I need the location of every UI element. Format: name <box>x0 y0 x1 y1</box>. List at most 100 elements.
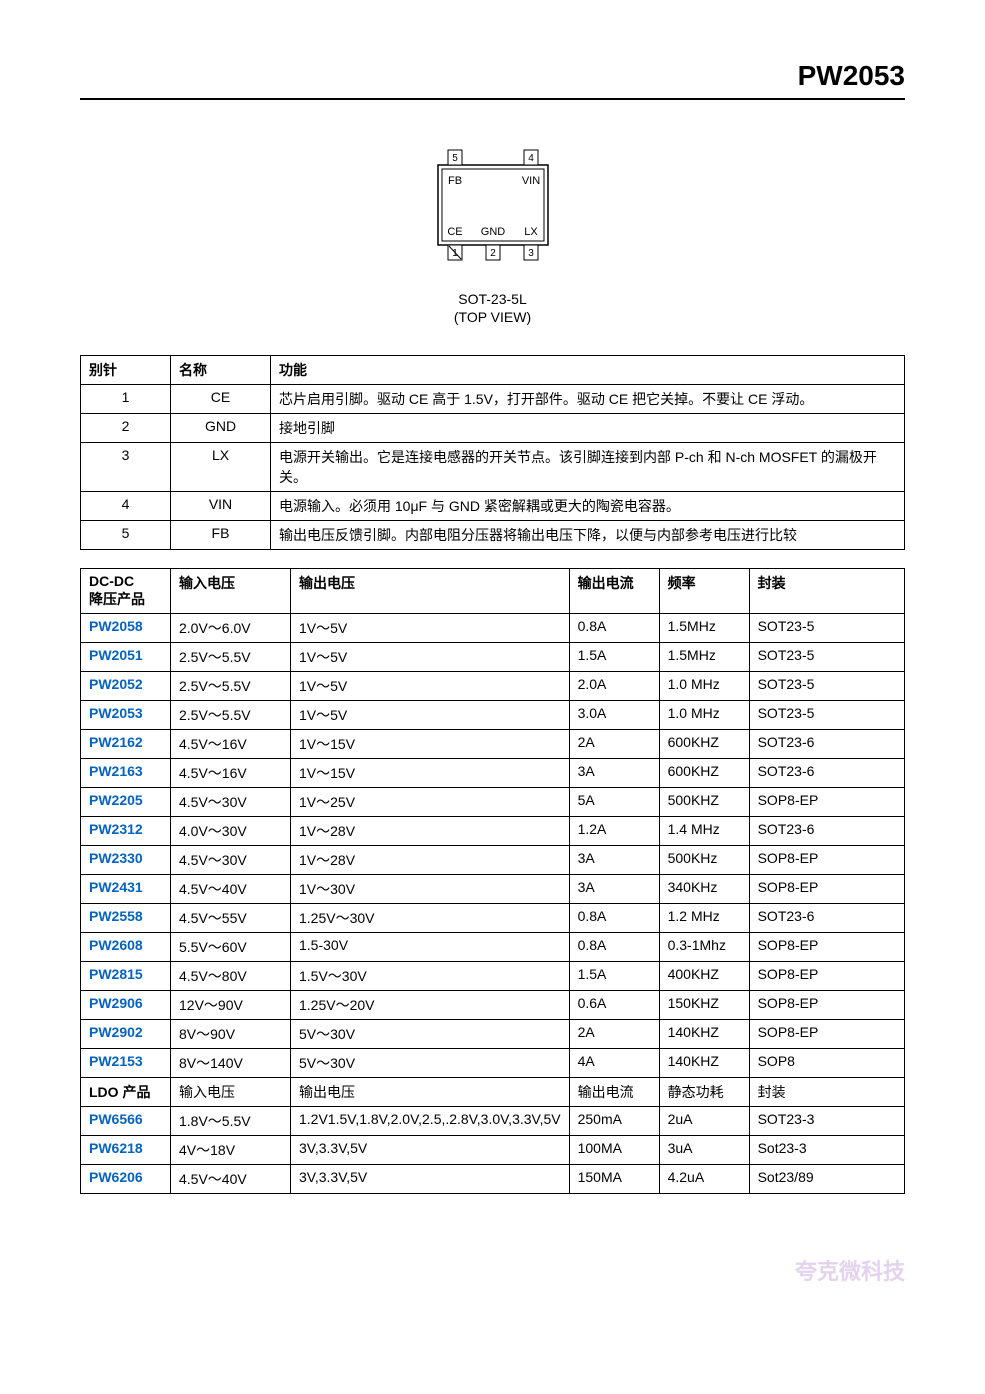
prod-cell: 3A <box>569 875 659 904</box>
prod-cell: 3V,3.3V,5V <box>291 1165 570 1194</box>
prod-cell: 1V～5V <box>291 701 570 730</box>
product-link[interactable]: PW2608 <box>81 933 171 962</box>
prod-cell: 500KHz <box>659 846 749 875</box>
prod-cell: 4.2uA <box>659 1165 749 1194</box>
prod-cell: 150KHZ <box>659 991 749 1020</box>
product-link[interactable]: PW2906 <box>81 991 171 1020</box>
table-row: 5 FB 输出电压反馈引脚。内部电阻分压器将输出电压下降，以便与内部参考电压进行… <box>81 521 905 550</box>
prod-cell: 1.5MHz <box>659 643 749 672</box>
product-link[interactable]: PW2052 <box>81 672 171 701</box>
product-link[interactable]: PW2902 <box>81 1020 171 1049</box>
prod-cell: 140KHZ <box>659 1020 749 1049</box>
prod-cell: SOT23-5 <box>749 614 904 643</box>
prod-th-category: DC-DC降压产品 <box>81 569 171 614</box>
table-row: PW20522.5V～5.5V1V～5V2.0A1.0 MHzSOT23-5 <box>81 672 905 701</box>
table-row: PW20512.5V～5.5V1V～5V1.5A1.5MHzSOT23-5 <box>81 643 905 672</box>
prod-cell: 3A <box>569 759 659 788</box>
prod-cell: 600KHZ <box>659 759 749 788</box>
prod-cell: 2.5V～5.5V <box>171 701 291 730</box>
prod-cell: 3uA <box>659 1136 749 1165</box>
table-row: PW26085.5V～60V1.5-30V0.8A0.3-1MhzSOP8-EP <box>81 933 905 962</box>
prod-cell: 8V～90V <box>171 1020 291 1049</box>
prod-cell: SOT23-5 <box>749 643 904 672</box>
product-link[interactable]: PW2058 <box>81 614 171 643</box>
prod-th: 输出电压 <box>291 569 570 614</box>
product-link[interactable]: PW6566 <box>81 1107 171 1136</box>
table-row: PW62184V～18V3V,3.3V,5V100MA3uASot23-3 <box>81 1136 905 1165</box>
prod-th: 输入电压 <box>171 569 291 614</box>
pin-fb-label: FB <box>447 175 461 187</box>
product-link[interactable]: PW2051 <box>81 643 171 672</box>
prod-cell: SOP8-EP <box>749 875 904 904</box>
prod-cell: 340KHz <box>659 875 749 904</box>
product-link[interactable]: PW2153 <box>81 1049 171 1078</box>
product-comparison-table: DC-DC降压产品输入电压输出电压输出电流频率封装PW20582.0V～6.0V… <box>80 568 905 1194</box>
product-link[interactable]: PW6218 <box>81 1136 171 1165</box>
product-link[interactable]: PW2205 <box>81 788 171 817</box>
product-link[interactable]: PW6206 <box>81 1165 171 1194</box>
prod-cell: 1V～15V <box>291 759 570 788</box>
table-row: PW22054.5V～30V1V～25V5A500KHZSOP8-EP <box>81 788 905 817</box>
prod-cell: 1.0 MHz <box>659 672 749 701</box>
table-row: 1 CE 芯片启用引脚。驱动 CE 高于 1.5V，打开部件。驱动 CE 把它关… <box>81 385 905 414</box>
prod-cell: 1V～30V <box>291 875 570 904</box>
prod-cell: 4A <box>569 1049 659 1078</box>
product-link[interactable]: PW2312 <box>81 817 171 846</box>
prod-cell: 250mA <box>569 1107 659 1136</box>
prod-cell: SOT23-5 <box>749 672 904 701</box>
prod-cell: SOT23-6 <box>749 730 904 759</box>
prod-cell: 1V～5V <box>291 672 570 701</box>
pin-vin-label: VIN <box>521 175 539 187</box>
prod-cell: 1.5MHz <box>659 614 749 643</box>
table-row: PW28154.5V～80V1.5V～30V1.5A400KHZSOP8-EP <box>81 962 905 991</box>
page-header: PW2053 <box>80 60 905 100</box>
table-row: PW20532.5V～5.5V1V～5V3.0A1.0 MHzSOT23-5 <box>81 701 905 730</box>
prod-cell: 1V～28V <box>291 817 570 846</box>
prod-cell: 0.6A <box>569 991 659 1020</box>
product-link[interactable]: PW2162 <box>81 730 171 759</box>
prod-cell: 1.5V～30V <box>291 962 570 991</box>
prod-cell: 1V～5V <box>291 614 570 643</box>
prod-cell: 4.5V～80V <box>171 962 291 991</box>
prod-cell: 0.8A <box>569 614 659 643</box>
table-row: PW29028V～90V5V～30V2A140KHZSOP8-EP <box>81 1020 905 1049</box>
pinout-svg: 5 4 1 2 3 FB VIN CE GND LX <box>408 140 578 280</box>
prod-cell: 1.5A <box>569 962 659 991</box>
prod-cell: 3A <box>569 846 659 875</box>
prod-cell: 3V,3.3V,5V <box>291 1136 570 1165</box>
prod-cell: 5V～30V <box>291 1049 570 1078</box>
prod-cell: SOT23-5 <box>749 701 904 730</box>
prod-cell: SOT23-3 <box>749 1107 904 1136</box>
prod-cell: 1.2V1.5V,1.8V,2.0V,2.5,.2.8V,3.0V,3.3V,5… <box>291 1107 570 1136</box>
svg-text:4: 4 <box>528 153 534 164</box>
pinout-package-label: SOT-23-5L <box>80 291 905 307</box>
prod-th: 频率 <box>659 569 749 614</box>
product-link[interactable]: PW2053 <box>81 701 171 730</box>
prod-cell: 140KHZ <box>659 1049 749 1078</box>
prod-cell: 1V～5V <box>291 643 570 672</box>
prod-th: 封装 <box>749 569 904 614</box>
product-link[interactable]: PW2330 <box>81 846 171 875</box>
prod-cell: SOT23-6 <box>749 904 904 933</box>
table-row: 3 LX 电源开关输出。它是连接电感器的开关节点。该引脚连接到内部 P-ch 和… <box>81 443 905 492</box>
prod-cell: 4.5V～30V <box>171 788 291 817</box>
prod-cell: SOP8-EP <box>749 962 904 991</box>
prod-cell: SOP8-EP <box>749 846 904 875</box>
product-link[interactable]: PW2815 <box>81 962 171 991</box>
prod-th: 输出电流 <box>569 569 659 614</box>
part-number: PW2053 <box>798 60 905 91</box>
product-link[interactable]: PW2431 <box>81 875 171 904</box>
prod-cell: 4.5V～16V <box>171 759 291 788</box>
prod-cell: Sot23-3 <box>749 1136 904 1165</box>
prod-cell: 2A <box>569 730 659 759</box>
product-link[interactable]: PW2558 <box>81 904 171 933</box>
prod-cell: 输入电压 <box>171 1078 291 1107</box>
prod-cell: 1.25V～30V <box>291 904 570 933</box>
table-row: 2 GND 接地引脚 <box>81 414 905 443</box>
table-row: PW65661.8V～5.5V1.2V1.5V,1.8V,2.0V,2.5,.2… <box>81 1107 905 1136</box>
prod-cell: 500KHZ <box>659 788 749 817</box>
prod-cell: 2.5V～5.5V <box>171 643 291 672</box>
product-link[interactable]: PW2163 <box>81 759 171 788</box>
table-row: PW25584.5V～55V1.25V～30V0.8A1.2 MHzSOT23-… <box>81 904 905 933</box>
prod-cell: Sot23/89 <box>749 1165 904 1194</box>
